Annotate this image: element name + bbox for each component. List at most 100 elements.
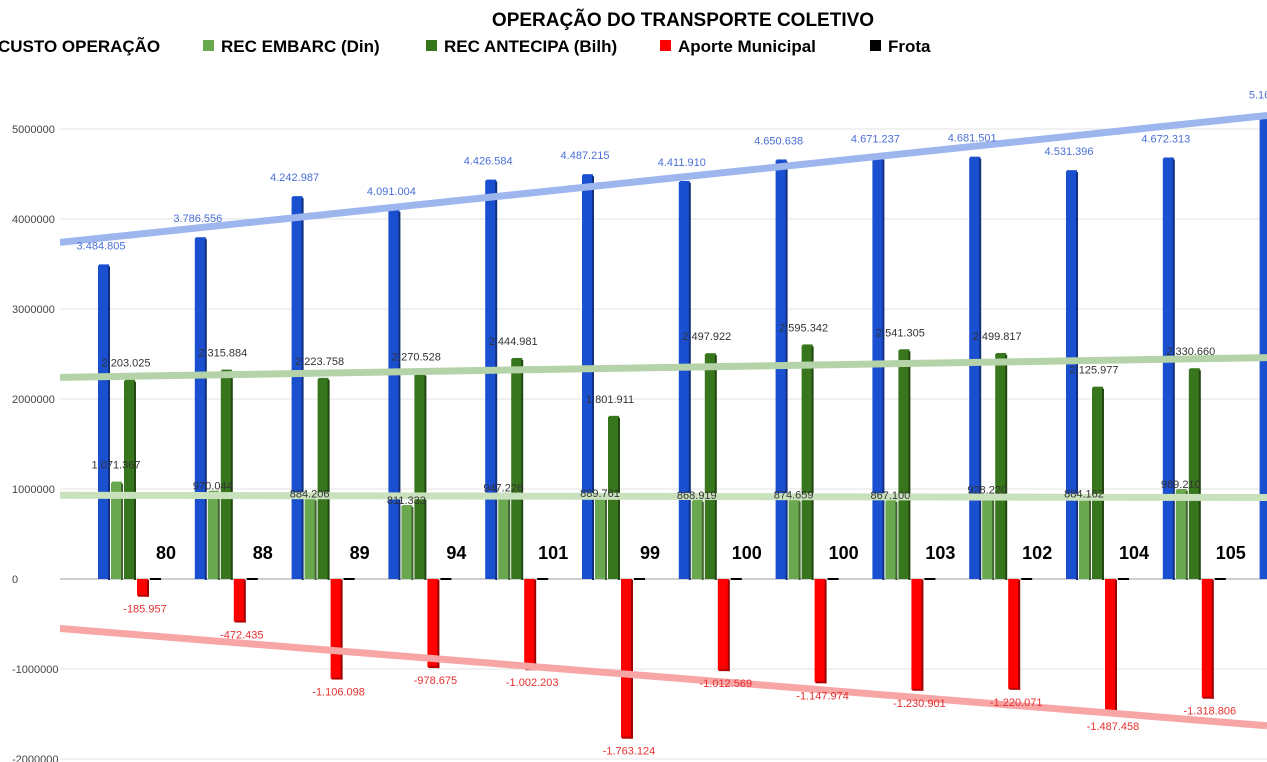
bar-s1-0-shade	[121, 483, 123, 580]
bar-s3-0	[137, 579, 148, 596]
label-custo-12: 5.163	[1249, 89, 1267, 101]
bar-s2-4-shade	[521, 359, 524, 580]
bar-s0-8	[872, 158, 884, 579]
label-frota-4: 101	[538, 543, 568, 563]
y-tick-label-7: -2000000	[12, 754, 59, 762]
trendline-3	[60, 625, 1267, 730]
bar-frota-3	[440, 578, 452, 580]
bar-frota-7	[827, 578, 839, 580]
bar-s2-8-cap	[899, 349, 910, 352]
bar-s0-11	[1162, 158, 1174, 580]
bar-s2-11	[1188, 369, 1200, 579]
bar-s0-6-cap	[679, 180, 690, 183]
bar-s3-6-cap	[718, 669, 730, 672]
bar-s2-9-cap	[996, 353, 1007, 356]
bar-s3-5-shade	[631, 580, 633, 739]
bar-s3-11-cap	[1202, 696, 1214, 699]
bar-s2-7-shade	[811, 346, 814, 580]
bar-s0-5	[582, 175, 593, 580]
bar-s2-9	[995, 354, 1007, 579]
label-antecipa-3: 2.270.528	[392, 352, 441, 364]
label-embarc-7: 874.659	[774, 489, 814, 501]
trendline-2	[60, 491, 1267, 502]
bars	[98, 113, 1267, 739]
label-aporte-2: -1.106.098	[312, 687, 365, 699]
label-frota-10: 104	[1119, 543, 1149, 563]
bar-s2-3-shade	[424, 375, 427, 580]
y-tick-label-0: 5000000	[12, 124, 55, 136]
bar-s1-1-cap	[208, 490, 219, 493]
legend-label-4: Frota	[888, 37, 931, 56]
bar-s2-5-cap	[609, 415, 619, 418]
bar-s0-4	[485, 180, 497, 580]
bar-s2-4	[511, 358, 523, 579]
bar-s1-8-shade	[895, 501, 898, 580]
bar-frota-0	[150, 578, 161, 580]
bar-s2-1-cap	[221, 369, 232, 372]
bar-s3-3-cap	[428, 666, 440, 669]
chart-title: OPERAÇÃO DO TRANSPORTE COLETIVO	[492, 9, 874, 31]
bar-s2-10-shade	[1102, 388, 1104, 580]
bar-s0-0-cap	[99, 264, 109, 267]
bar-s3-3	[427, 579, 439, 668]
label-custo-0: 3.484.805	[77, 240, 126, 252]
bar-s0-10	[1066, 171, 1077, 579]
label-antecipa-8: 2.541.305	[876, 327, 925, 339]
bar-s1-11-shade	[1185, 490, 1188, 580]
bar-s3-6-shade	[727, 580, 730, 672]
bar-s3-3-shade	[437, 580, 440, 669]
label-embarc-6: 868.919	[677, 490, 717, 502]
bar-s1-3-shade	[411, 506, 414, 580]
bar-s3-11	[1201, 579, 1213, 698]
label-aporte-9: -1.220.071	[990, 697, 1043, 709]
label-custo-7: 4.650.638	[754, 135, 803, 147]
label-antecipa-1: 2.315.884	[198, 348, 247, 360]
label-frota-1: 88	[253, 543, 273, 563]
label-aporte-11: -1.318.806	[1183, 706, 1236, 718]
y-tick-label-1: 4000000	[12, 214, 55, 226]
bar-s0-2-cap	[292, 196, 303, 199]
bar-s0-2-shade	[301, 198, 304, 580]
bar-s3-8	[911, 579, 923, 690]
label-custo-11: 4.672.313	[1141, 133, 1190, 145]
label-antecipa-4: 2.444.981	[489, 336, 538, 348]
trendline-0	[60, 112, 1267, 246]
bar-frota-6	[730, 578, 742, 580]
bar-s3-9-shade	[1018, 580, 1021, 690]
y-axis: 5000000 4000000 3000000 2000000 1000000 0 -100…	[12, 124, 59, 762]
bar-s0-3	[388, 210, 400, 580]
bar-s3-2	[330, 579, 342, 679]
label-custo-10: 4.531.396	[1045, 146, 1094, 158]
label-frota-7: 100	[829, 543, 859, 563]
bar-s0-4-cap	[486, 179, 497, 182]
label-frota-9: 102	[1022, 543, 1052, 563]
bar-s1-10-shade	[1089, 500, 1091, 580]
label-embarc-1: 970.044	[193, 481, 233, 493]
bar-s3-6	[717, 579, 729, 671]
label-antecipa-2: 2.223.758	[295, 356, 344, 368]
label-embarc-9: 928.220	[967, 484, 1007, 496]
bar-s2-9-shade	[1005, 355, 1008, 580]
label-custo-8: 4.671.237	[851, 134, 900, 146]
bar-s3-1-cap	[234, 620, 246, 623]
bar-s1-4	[498, 493, 510, 579]
bar-s3-11-shade	[1211, 580, 1214, 699]
label-custo-9: 4.681.501	[948, 133, 997, 145]
bar-s0-4-shade	[495, 181, 498, 581]
bar-s2-0-shade	[134, 381, 136, 580]
bar-s2-7-cap	[802, 344, 813, 347]
bar-s2-2-shade	[327, 379, 330, 580]
label-antecipa-0: 2.203.025	[102, 358, 151, 370]
label-frota-3: 94	[446, 543, 466, 563]
label-antecipa-10: 2.125.977	[1070, 365, 1119, 377]
bar-s0-8-shade	[882, 159, 885, 580]
bar-s1-2-cap	[305, 498, 316, 501]
legend-swatch-3	[660, 40, 671, 51]
bar-s3-2-shade	[340, 580, 343, 680]
label-frota-2: 89	[350, 543, 370, 563]
bar-s0-11-cap	[1163, 157, 1174, 160]
bar-frota-2	[343, 578, 355, 580]
label-frota-0: 80	[156, 543, 176, 563]
bar-s3-1	[233, 579, 245, 622]
bar-frota-1	[246, 578, 258, 580]
